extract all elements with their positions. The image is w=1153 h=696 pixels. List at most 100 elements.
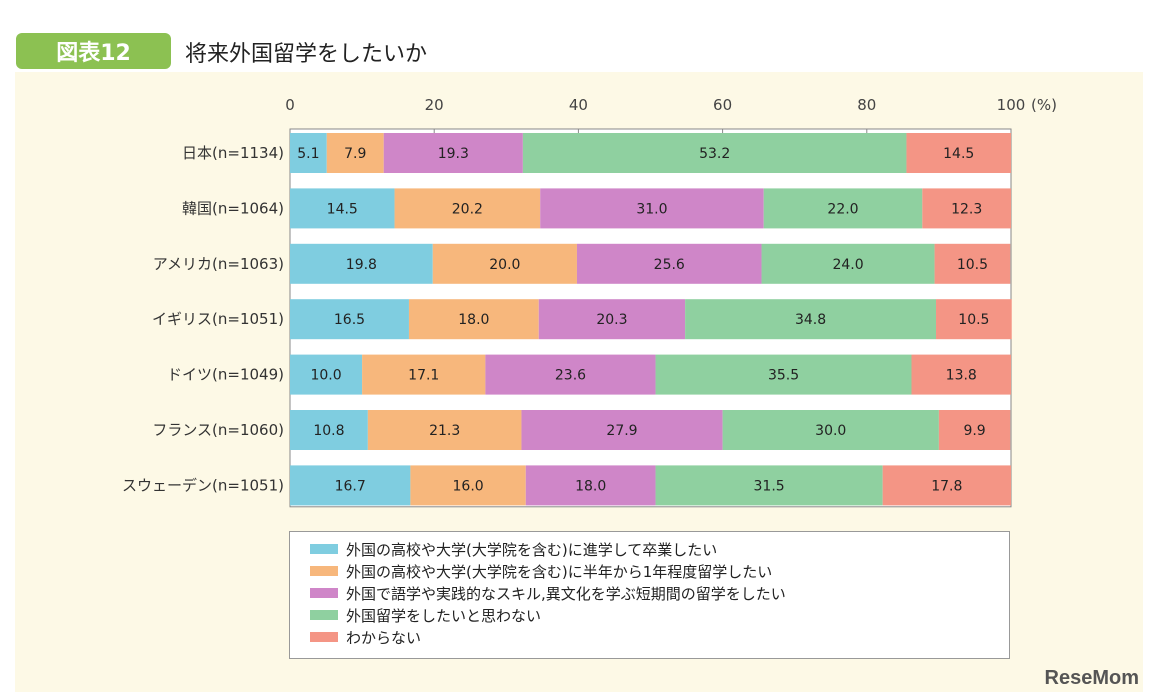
- legend-swatch: [310, 566, 338, 576]
- bar-segment: [936, 299, 1012, 340]
- data-label: 27.9: [606, 423, 637, 439]
- legend-swatch: [310, 544, 338, 554]
- category-label: ドイツ(n=1049): [167, 366, 284, 384]
- data-label: 21.3: [429, 423, 460, 439]
- bar-segment: [290, 299, 409, 340]
- category-label: スウェーデン(n=1051): [122, 476, 284, 494]
- legend-swatch: [310, 610, 338, 620]
- legend-label: 外国留学をしたいと思わない: [346, 606, 542, 625]
- data-label: 20.2: [452, 201, 483, 217]
- data-label: 13.8: [946, 368, 977, 384]
- bar-segment: [911, 354, 1011, 395]
- data-label: 23.6: [555, 368, 586, 384]
- legend-item: 外国の高校や大学(大学院を含む)に進学して卒業したい: [310, 538, 989, 560]
- x-tick-label: 80: [857, 96, 876, 114]
- data-label: 17.8: [931, 478, 962, 494]
- bar-segment: [525, 465, 656, 506]
- bar-segment: [722, 410, 939, 450]
- bar-segment: [394, 188, 541, 229]
- legend: 外国の高校や大学(大学院を含む)に進学して卒業したい外国の高校や大学(大学院を含…: [289, 531, 1010, 659]
- category-label: 韓国(n=1064): [182, 199, 284, 217]
- data-label: 19.3: [438, 146, 469, 162]
- legend-item: 外国の高校や大学(大学院を含む)に半年から1年程度留学したい: [310, 560, 989, 582]
- data-label: 16.5: [334, 312, 365, 328]
- data-label: 22.0: [827, 201, 858, 217]
- category-label: アメリカ(n=1063): [153, 255, 284, 273]
- x-unit-label: (%): [1031, 96, 1057, 114]
- bar-segment: [906, 133, 1011, 173]
- data-label: 12.3: [951, 201, 982, 217]
- data-label: 31.0: [636, 201, 667, 217]
- bar-segment: [761, 243, 935, 284]
- bar-segment: [408, 299, 539, 340]
- category-label: フランス(n=1060): [152, 421, 284, 439]
- data-label: 53.2: [699, 146, 730, 162]
- bar-segment: [326, 133, 384, 173]
- bar-segment: [362, 354, 486, 395]
- category-label: 日本(n=1134): [182, 144, 284, 162]
- data-label: 31.5: [754, 478, 785, 494]
- bar-segment: [290, 410, 368, 450]
- data-label: 10.0: [310, 368, 341, 384]
- x-tick-label: 40: [569, 96, 588, 114]
- data-label: 9.9: [963, 423, 985, 439]
- bar-segment: [290, 354, 363, 395]
- data-label: 18.0: [458, 312, 489, 328]
- bar-segment: [290, 133, 327, 173]
- figure-number-badge: 図表12: [16, 33, 171, 69]
- data-label: 14.5: [943, 146, 974, 162]
- data-label: 17.1: [408, 368, 439, 384]
- data-label: 10.8: [313, 423, 344, 439]
- bar-segment: [410, 465, 526, 506]
- legend-label: 外国で語学や実践的なスキル,異文化を学ぶ短期間の留学をしたい: [346, 584, 786, 603]
- bar-segment: [576, 243, 762, 284]
- data-label: 20.0: [489, 257, 520, 273]
- x-tick-label: 60: [713, 96, 732, 114]
- bar-segment: [540, 188, 764, 229]
- bar-segment: [521, 410, 723, 450]
- data-label: 16.0: [453, 478, 484, 494]
- data-label: 35.5: [768, 368, 799, 384]
- bar-segment: [685, 299, 937, 340]
- bar-segment: [432, 243, 577, 284]
- legend-label: 外国の高校や大学(大学院を含む)に半年から1年程度留学したい: [346, 562, 773, 581]
- bar-segment: [934, 243, 1011, 284]
- bar-segment: [367, 410, 522, 450]
- data-label: 10.5: [958, 312, 989, 328]
- data-label: 18.0: [575, 478, 606, 494]
- data-label: 10.5: [957, 257, 988, 273]
- x-tick-label: 100: [997, 96, 1026, 114]
- x-tick-label: 20: [425, 96, 444, 114]
- category-label: イギリス(n=1051): [152, 310, 284, 328]
- chart-title: 将来外国留学をしたいか: [185, 42, 428, 67]
- bar-segment: [922, 188, 1011, 229]
- bar-segment: [290, 188, 395, 229]
- data-label: 16.7: [335, 478, 366, 494]
- bar-segment: [655, 465, 883, 506]
- bar-segment: [290, 243, 433, 284]
- legend-item: 外国で語学や実践的なスキル,異文化を学ぶ短期間の留学をしたい: [310, 582, 989, 604]
- data-label: 7.9: [344, 146, 366, 162]
- legend-item: 外国留学をしたいと思わない: [310, 604, 989, 626]
- bar-segment: [538, 299, 686, 340]
- bar-segment: [383, 133, 523, 173]
- legend-item: わからない: [310, 626, 989, 648]
- legend-label: わからない: [346, 628, 422, 647]
- x-tick-label: 0: [285, 96, 295, 114]
- bar-segment: [522, 133, 907, 173]
- data-label: 20.3: [596, 312, 627, 328]
- watermark-logo: ReseMom: [1044, 667, 1139, 689]
- bar-segment: [290, 465, 411, 506]
- data-label: 25.6: [654, 257, 685, 273]
- data-label: 34.8: [795, 312, 826, 328]
- data-label: 24.0: [832, 257, 863, 273]
- legend-swatch: [310, 588, 338, 598]
- legend-swatch: [310, 632, 338, 642]
- data-label: 19.8: [346, 257, 377, 273]
- legend-label: 外国の高校や大学(大学院を含む)に進学して卒業したい: [346, 540, 718, 559]
- bar-segment: [882, 465, 1011, 506]
- bar-segment: [655, 354, 912, 395]
- data-label: 5.1: [297, 146, 319, 162]
- data-label: 14.5: [327, 201, 358, 217]
